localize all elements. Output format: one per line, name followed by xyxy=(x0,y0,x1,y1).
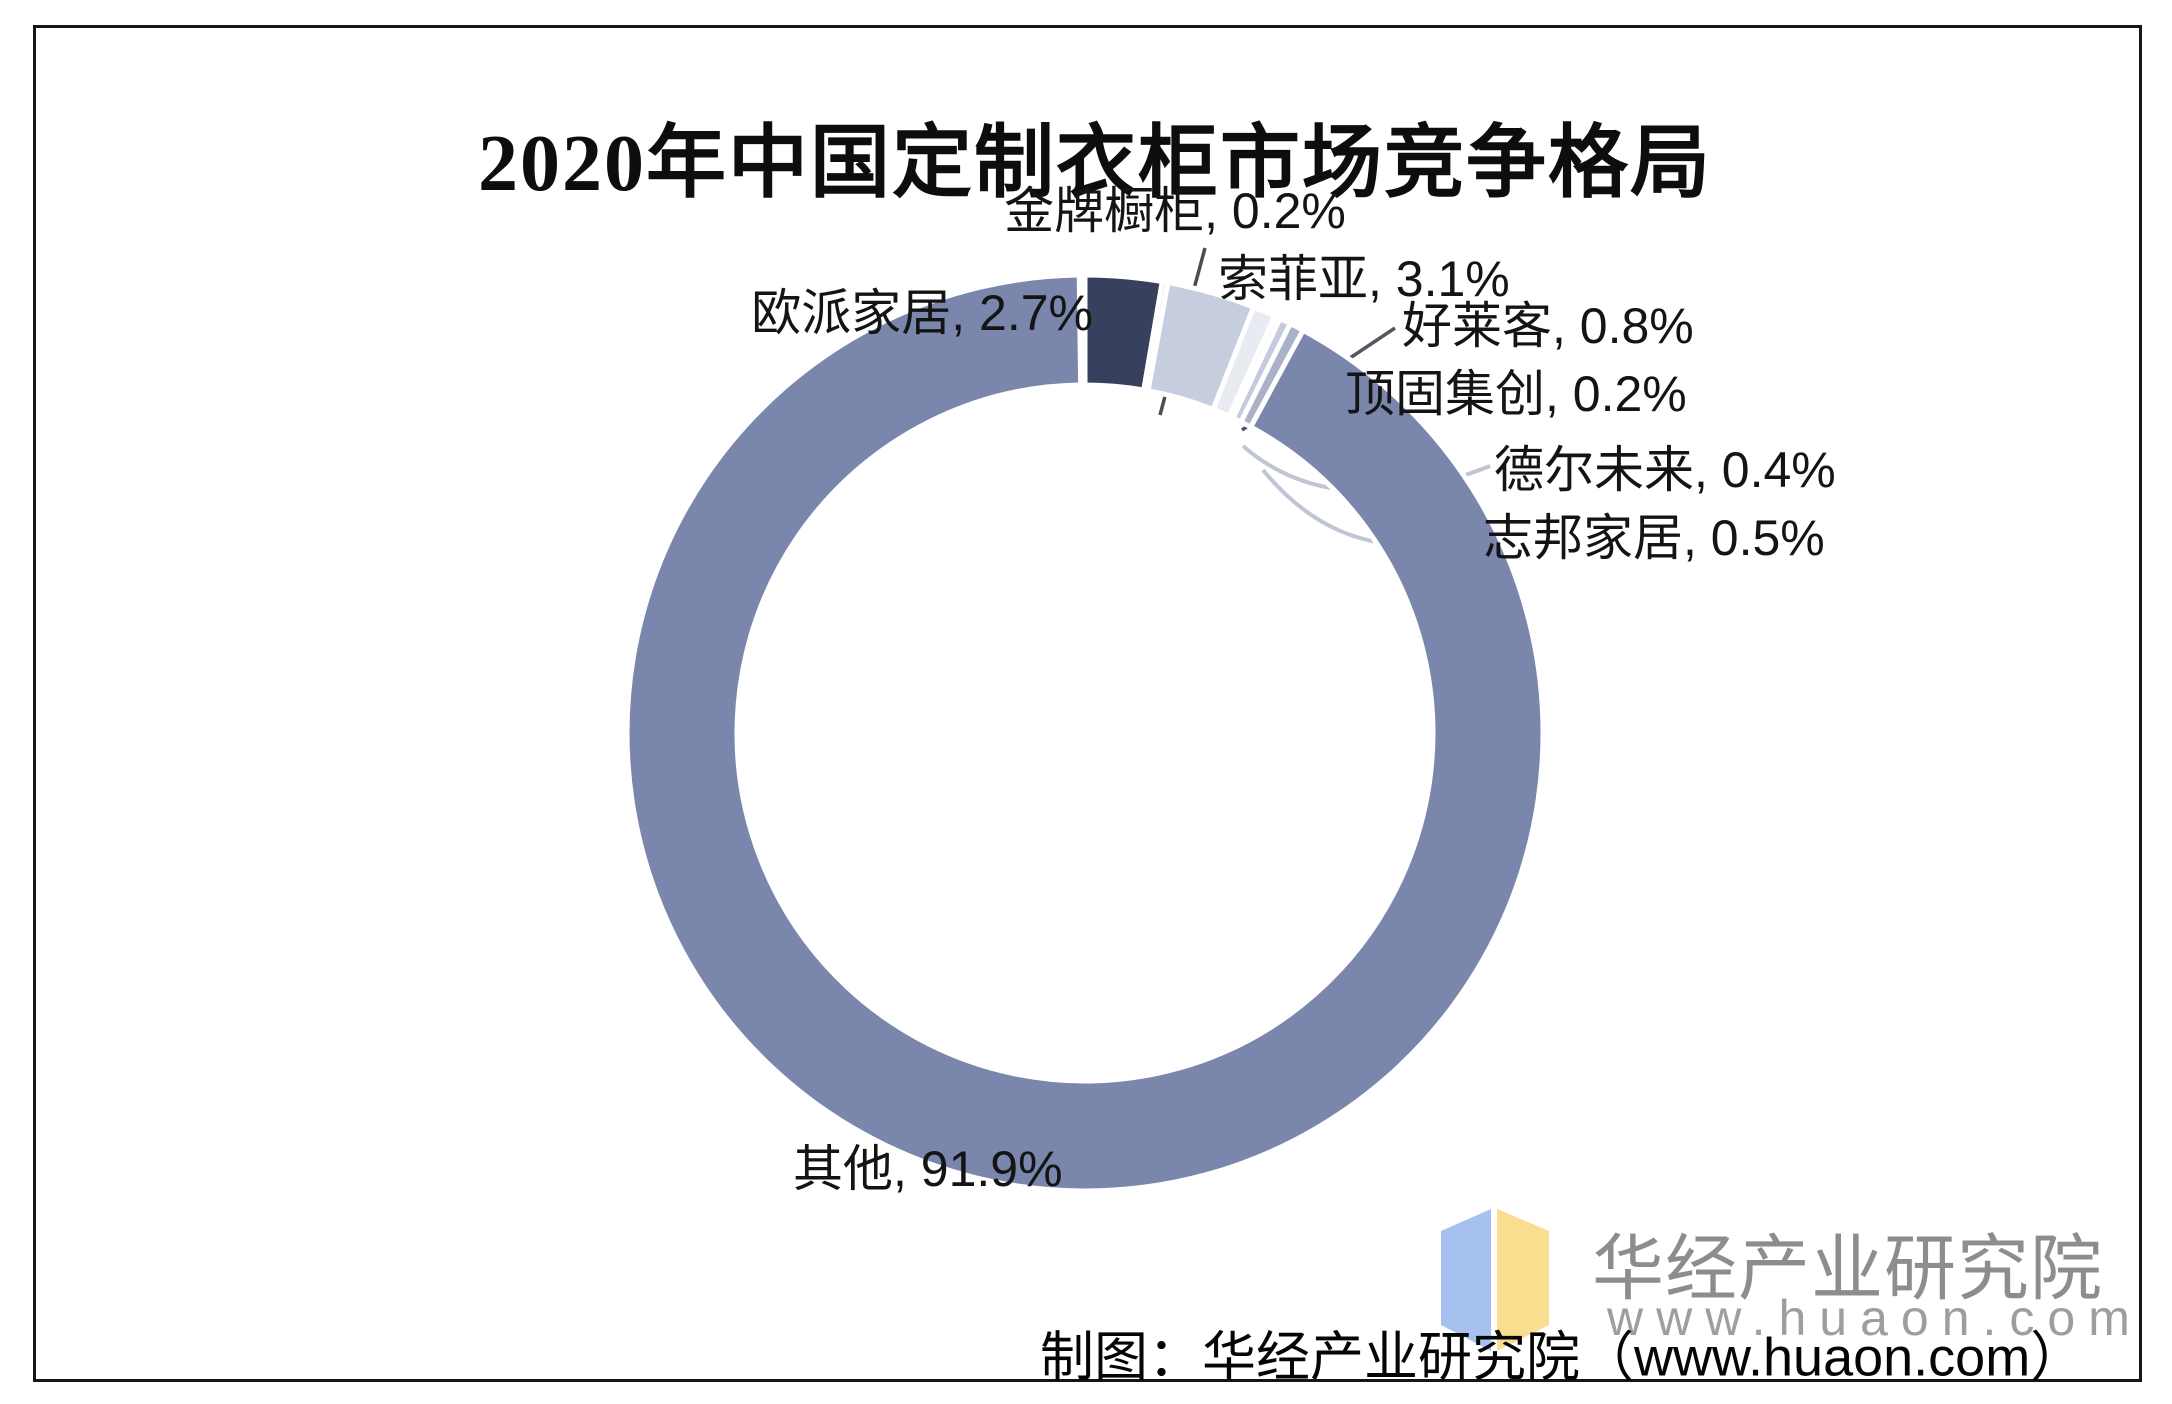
chart-title: 2020年中国定制衣柜市场竞争格局 xyxy=(478,120,1712,208)
label-holike: 好莱客, 0.8% xyxy=(1402,298,1694,354)
label-dinggu: 顶固集创, 0.2% xyxy=(1345,366,1687,422)
pie-slice-others xyxy=(624,272,1546,1194)
label-der-future: 德尔未来, 0.4% xyxy=(1494,442,1836,498)
watermark-url-text: www.huaon.com xyxy=(1607,1290,2143,1346)
logo-left-page xyxy=(1441,1209,1491,1351)
huaon-logo-icon xyxy=(1441,1209,1549,1351)
label-zbom: 志邦家居, 0.5% xyxy=(1483,510,1825,566)
chart-border-frame xyxy=(33,25,2142,1382)
footer-credit-text: 制图：华经产业研究院（www.huaon.com） xyxy=(1040,1327,2085,1388)
label-gold-medal: 金牌橱柜, 0.2% xyxy=(1004,183,1346,239)
watermark-brand-text: 华经产业研究院 xyxy=(1592,1229,2104,1310)
label-others: 其他, 91.9% xyxy=(793,1141,1063,1197)
logo-right-page xyxy=(1497,1209,1549,1351)
label-sofia: 索菲亚, 3.1% xyxy=(1218,251,1510,307)
label-oppein: 欧派家居, 2.7% xyxy=(751,285,1093,341)
